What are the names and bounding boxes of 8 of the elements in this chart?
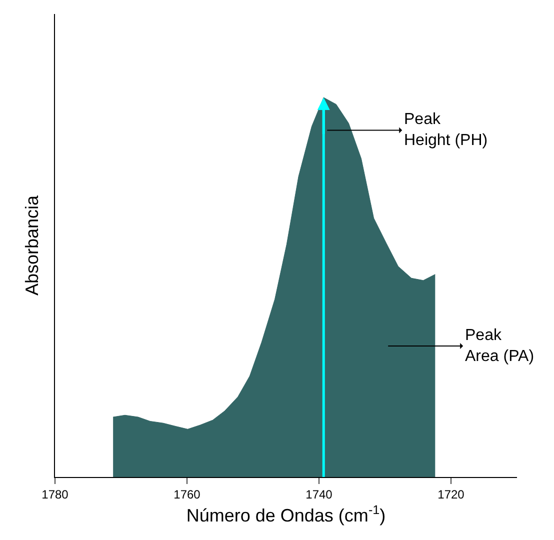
x-axis-title: Número de Ondas (cm$^{-1}$) xyxy=(186,502,386,526)
annotation: Peak Height (PH) xyxy=(404,111,488,149)
x-tick-label: 1760 xyxy=(174,487,201,502)
x-tick-label: 1740 xyxy=(306,487,333,502)
y-axis-title: Absorbancia xyxy=(22,194,42,296)
x-tick-label: 1720 xyxy=(438,487,465,502)
x-tick-label: 1780 xyxy=(42,487,69,502)
annotation: Peak Area (PA) xyxy=(465,327,534,365)
